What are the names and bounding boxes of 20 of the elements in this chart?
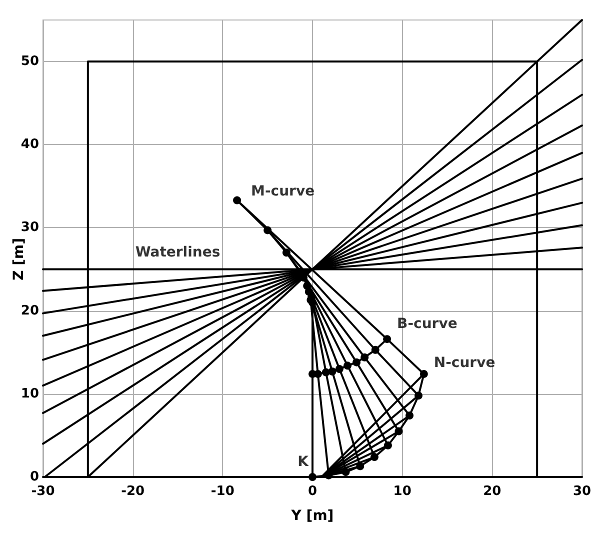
x-tick-label: -30	[31, 484, 55, 499]
y-axis-title: Z [m]	[11, 238, 27, 280]
y-tick-label: 10	[20, 386, 39, 402]
y-tick-label: 20	[20, 303, 39, 318]
y-tick-label: 0	[30, 470, 39, 484]
x-tick-label: -20	[121, 484, 145, 499]
annotation: B-curve	[397, 316, 458, 332]
x-tick-label: -10	[210, 484, 234, 499]
x-tick-label: 10	[393, 484, 412, 499]
y-tick-label: 40	[20, 137, 39, 152]
x-tick-label: 30	[572, 484, 592, 499]
annotation: Waterlines	[135, 244, 220, 260]
y-tick-label: 30	[20, 220, 39, 236]
x-tick-label: 20	[483, 484, 502, 499]
x-tick-label: 0	[308, 484, 318, 499]
annotation: N-curve	[434, 354, 496, 371]
x-axis-title: Y [m]	[290, 508, 334, 524]
annotation: M-curve	[251, 183, 315, 200]
y-tick-label: 50	[20, 54, 39, 70]
annotation: K	[298, 454, 310, 470]
